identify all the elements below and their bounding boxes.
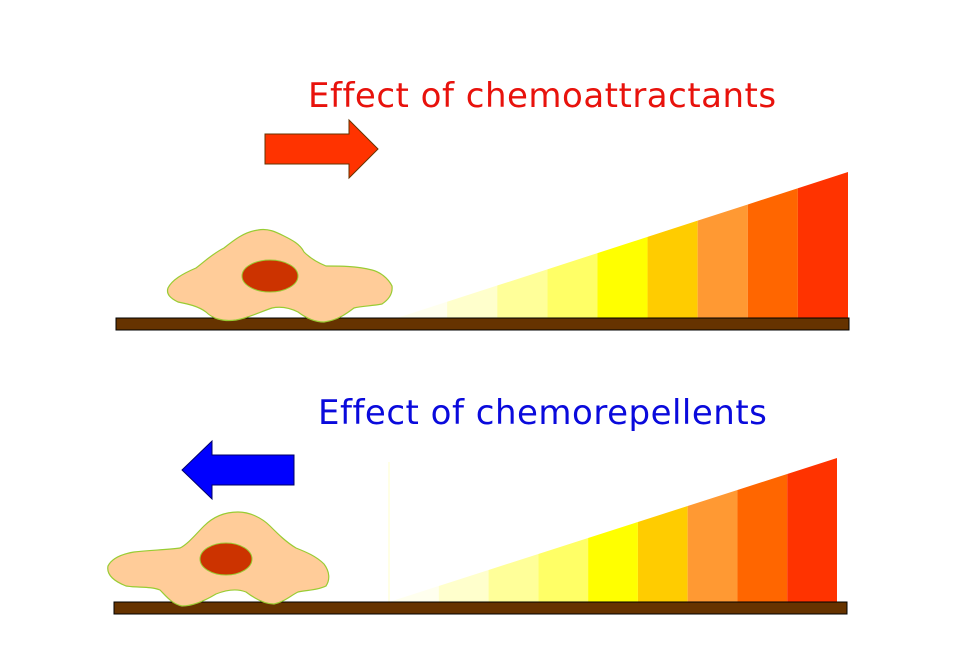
repel-gradient-band-2 [438,570,489,602]
repel-title: Effect of chemorepellents [318,393,768,433]
repel-arrow-left-icon [181,439,295,501]
repel-panel [107,439,848,615]
repel-gradient-band-9 [787,458,837,602]
repel-substrate [113,601,848,615]
attract-title: Effect of chemoattractants [308,76,777,116]
attract-gradient-band-8 [747,188,798,318]
repel-gradient-band-6 [637,506,688,602]
attract-gradient-band-4 [547,253,598,318]
attract-arrow-right-icon [264,118,379,180]
repel-gradient-band-7 [687,490,738,602]
attract-gradient-band-6 [647,220,698,318]
repel-gradient-band-1 [389,586,439,602]
repel-gradient-band-4 [538,538,589,602]
repel-cell-nucleus [199,542,253,576]
attract-gradient-band-2 [447,285,498,318]
attract-cell-nucleus [241,259,299,293]
attract-gradient-band-5 [597,236,648,318]
attract-gradient-wedge [397,172,848,318]
repel-gradient-band-8 [737,474,788,602]
attract-panel [115,118,850,331]
attract-gradient-band-1 [397,301,448,318]
repel-gradient-wedge [389,458,837,602]
repel-gradient-band-3 [488,554,539,602]
attract-gradient-band-7 [697,204,748,318]
repel-gradient-band-5 [588,522,638,602]
attract-substrate [115,317,850,331]
attract-gradient-band-3 [497,269,548,318]
attract-gradient-band-9 [797,172,848,318]
